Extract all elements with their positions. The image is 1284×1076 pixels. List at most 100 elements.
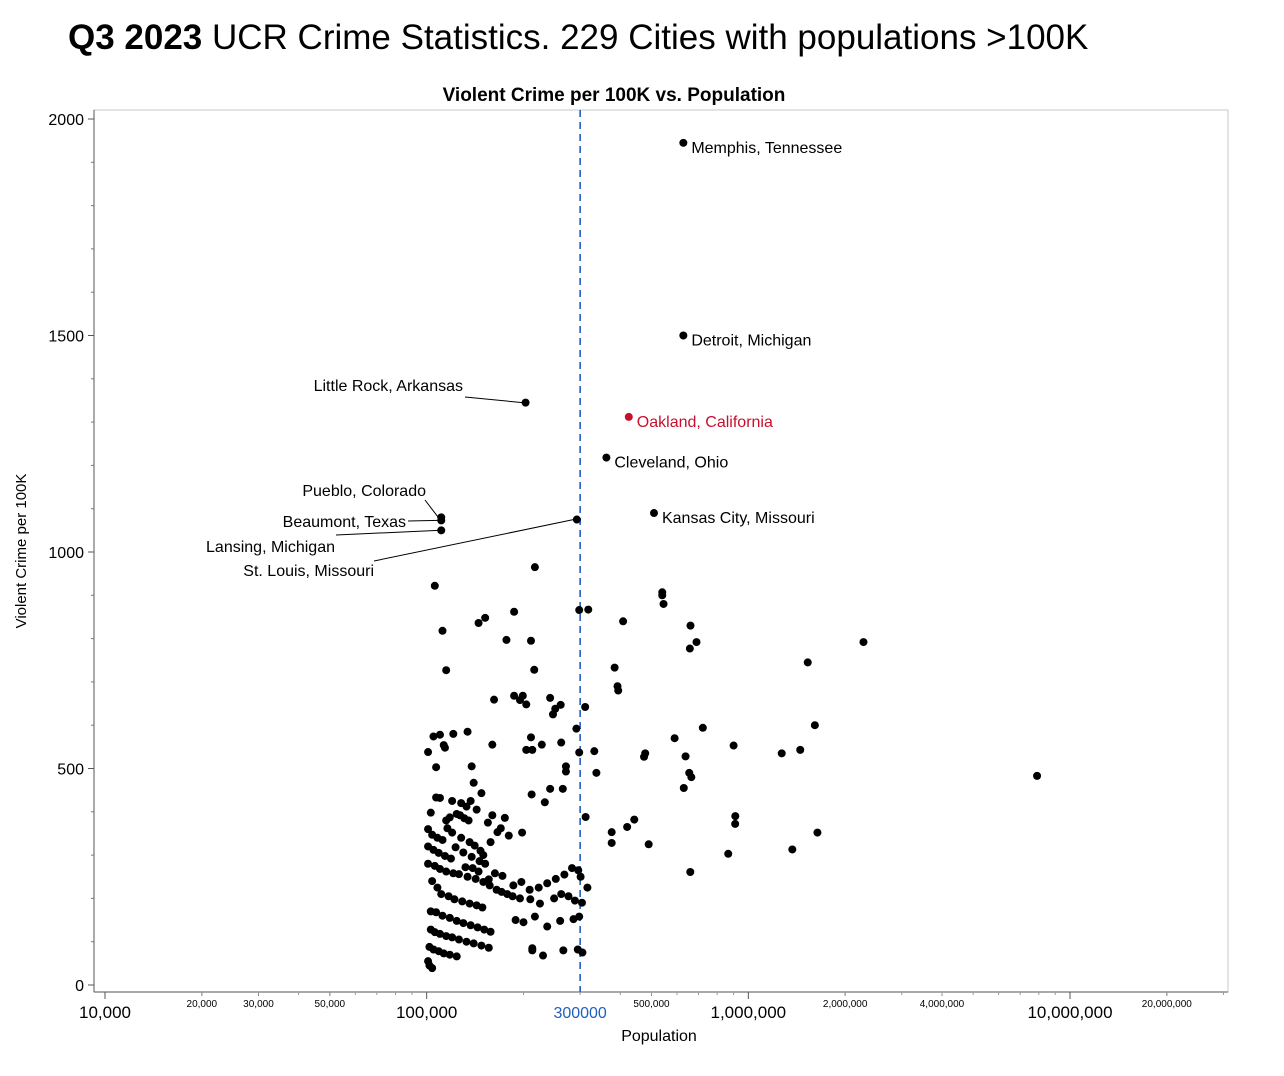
- data-point: [471, 874, 480, 883]
- data-point: [439, 949, 448, 958]
- data-point: [435, 929, 444, 938]
- point-label: St. Louis, Missouri: [243, 563, 374, 580]
- page-headline: Q3 2023 UCR Crime Statistics. 229 Cities…: [68, 18, 1088, 58]
- data-point: [575, 606, 584, 615]
- data-point: [434, 848, 443, 857]
- data-point: [558, 784, 567, 793]
- data-point: [561, 767, 570, 776]
- data-point: [583, 883, 592, 892]
- data-point: [429, 732, 438, 741]
- data-point: [614, 686, 623, 695]
- data-point: [450, 895, 459, 904]
- data-point: [508, 892, 517, 901]
- data-point: [526, 733, 535, 742]
- data-point: [687, 773, 696, 782]
- data-point: [486, 838, 495, 847]
- data-point: [577, 898, 586, 907]
- data-point: [534, 883, 543, 892]
- data-point: [556, 916, 565, 925]
- labeled-point: [602, 453, 611, 462]
- x-axis-label: Population: [621, 1028, 697, 1045]
- data-point: [438, 835, 447, 844]
- data-point: [445, 813, 454, 822]
- data-point: [461, 863, 470, 872]
- data-point: [432, 763, 441, 772]
- data-point: [526, 895, 535, 904]
- data-point: [670, 734, 679, 743]
- data-point: [483, 818, 492, 827]
- data-point: [810, 721, 819, 730]
- data-point: [452, 952, 461, 961]
- data-point: [428, 877, 437, 886]
- data-point: [440, 851, 449, 860]
- data-point: [522, 745, 531, 754]
- leader-line: [464, 396, 523, 404]
- leader-line: [407, 519, 439, 522]
- data-point: [623, 822, 632, 831]
- data-point: [607, 838, 616, 847]
- data-point: [510, 607, 519, 616]
- data-point: [474, 867, 483, 876]
- data-point: [449, 729, 458, 738]
- data-point: [679, 783, 688, 792]
- data-point: [540, 798, 549, 807]
- data-point: [551, 874, 560, 883]
- data-point: [510, 691, 519, 700]
- data-point: [486, 927, 495, 936]
- data-point: [466, 796, 475, 805]
- leader-line: [373, 519, 574, 562]
- x-tick-label: 100,000: [396, 1003, 457, 1022]
- data-point: [515, 696, 524, 705]
- data-point: [457, 833, 466, 842]
- data-point: [630, 815, 639, 824]
- data-point: [584, 605, 593, 614]
- data-point: [445, 950, 454, 959]
- data-point: [490, 695, 499, 704]
- data-point: [433, 883, 442, 892]
- data-point: [424, 825, 433, 834]
- labeled-point: [437, 516, 446, 525]
- x-minor-tick-label: 20,000: [187, 999, 218, 1010]
- data-point: [731, 812, 740, 821]
- data-point: [478, 903, 487, 912]
- x-minor-tick-label: 500,000: [633, 999, 670, 1010]
- data-point: [479, 851, 488, 860]
- data-point: [548, 710, 557, 719]
- data-point: [485, 881, 494, 890]
- data-point: [528, 745, 537, 754]
- data-point: [530, 665, 539, 674]
- chart-title: Violent Crime per 100K vs. Population: [443, 85, 786, 106]
- labeled-point: [679, 331, 688, 340]
- reference-line-group: 300000: [553, 110, 607, 1022]
- data-point: [1033, 771, 1042, 780]
- data-point: [472, 805, 481, 814]
- data-point: [481, 613, 490, 622]
- y-tick-label: 2000: [48, 112, 84, 129]
- data-point: [428, 964, 437, 973]
- x-minor-tick-label: 20,000,000: [1142, 999, 1192, 1010]
- data-point: [465, 899, 474, 908]
- data-point: [426, 808, 435, 817]
- data-point: [581, 812, 590, 821]
- data-point: [859, 638, 868, 647]
- data-point: [546, 784, 555, 793]
- y-tick-label: 0: [75, 978, 84, 995]
- data-point: [526, 636, 535, 645]
- data-point: [570, 896, 579, 905]
- data-point: [567, 864, 576, 873]
- data-point: [480, 925, 489, 934]
- data-point: [564, 892, 573, 901]
- data-point: [484, 875, 493, 884]
- data-point: [467, 852, 476, 861]
- data-point: [518, 828, 527, 837]
- data-point: [530, 912, 539, 921]
- data-point: [560, 870, 569, 879]
- data-point: [556, 700, 565, 709]
- data-point: [686, 867, 695, 876]
- data-point: [731, 819, 740, 828]
- data-point: [796, 745, 805, 754]
- data-point: [442, 666, 451, 675]
- data-point: [481, 859, 490, 868]
- data-point: [788, 845, 797, 854]
- data-point: [619, 617, 628, 626]
